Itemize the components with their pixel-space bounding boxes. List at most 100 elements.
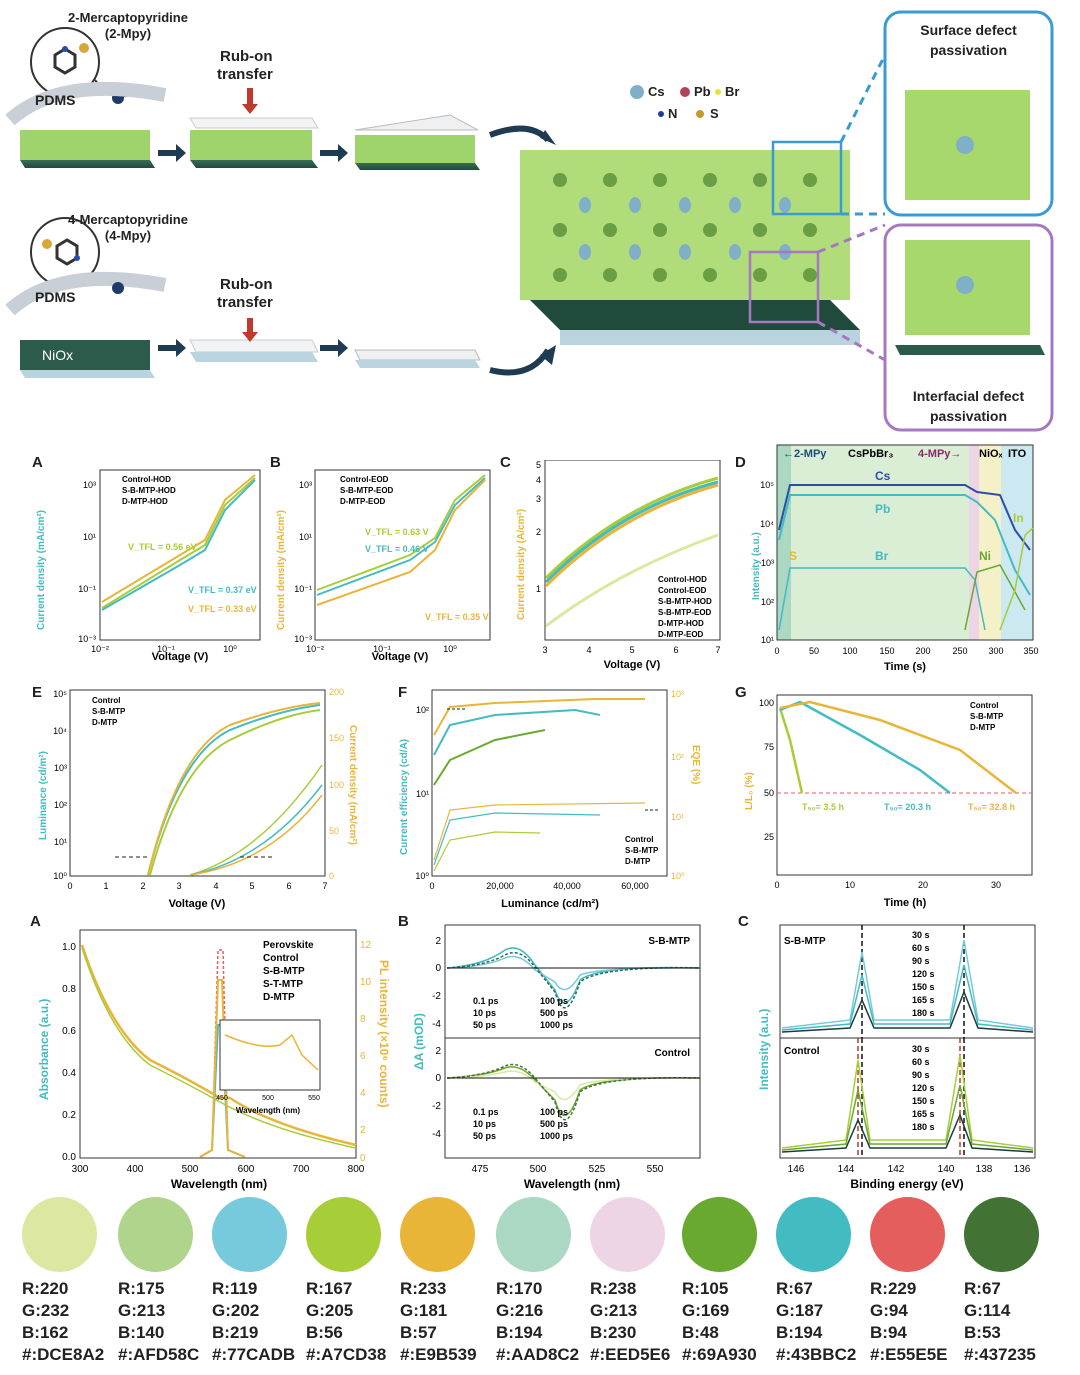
color-swatch: R:105 G:169 B:48 #:69A930 xyxy=(682,1197,777,1366)
c2-leg-top-6: 180 s xyxy=(912,1008,935,1018)
swatch-r: R:233 xyxy=(400,1279,447,1298)
swatch-g: G:187 xyxy=(776,1301,824,1320)
g1-xtick-1: 10 xyxy=(845,880,855,890)
a2-xtick-0: 300 xyxy=(72,1164,89,1175)
a2-y2tick-1: 10 xyxy=(360,977,372,988)
e1-xtick-2: 2 xyxy=(140,881,145,891)
pdms-label-1: PDMS xyxy=(35,92,76,108)
a2-y2tick-5: 2 xyxy=(360,1125,366,1136)
b2-leg-bot-0: 0.1 ps xyxy=(473,1107,499,1117)
legend-br: Br xyxy=(725,84,740,99)
a2-xtick-3: 600 xyxy=(238,1164,255,1175)
c2-leg-bot-1: 60 s xyxy=(912,1057,930,1067)
c1-legend-3: S-B-MTP-EOD xyxy=(658,608,712,617)
panel-letter-b2: B xyxy=(398,913,409,930)
b2-ylabel: ΔA (mOD) xyxy=(412,1013,426,1070)
d1-lbl-in: In xyxy=(1013,511,1024,525)
b1-legend-1: S-B-MTP-EOD xyxy=(340,486,394,495)
b2-top-title: S-B-MTP xyxy=(648,936,690,947)
swatch-hex: #:EED5E6 xyxy=(590,1345,671,1364)
b1-ytick-3: 10⁻³ xyxy=(294,634,312,644)
schematic-figure xyxy=(5,10,1054,432)
c2-leg-bot-0: 30 s xyxy=(912,1044,930,1054)
swatch-r: R:170 xyxy=(496,1279,543,1298)
swatch-b: B:230 xyxy=(590,1323,637,1342)
swatch-b: B:53 xyxy=(964,1323,1001,1342)
e1-ytick-4: 10¹ xyxy=(54,837,67,847)
g1-xlabel: Time (h) xyxy=(884,897,927,909)
g1-xtick-2: 20 xyxy=(918,880,928,890)
color-swatch: R:67 G:114 B:53 #:437235 xyxy=(964,1197,1059,1366)
panel-d1-chart: Time (s) Intensity (a.u.) ←2-MPy CsPbBr₃… xyxy=(751,444,1039,673)
c1-xtick-3: 6 xyxy=(673,645,678,655)
legend-n: N xyxy=(668,106,678,121)
surface-title-2: passivation xyxy=(929,42,1008,58)
panel-b1-chart: Voltage (V) Current density (mA/cm²) 10⁻… xyxy=(276,469,491,663)
e1-xtick-0: 0 xyxy=(67,881,72,891)
d1-ytick-3: 10² xyxy=(761,597,774,607)
perovskite-lattice xyxy=(520,150,850,300)
c1-legend-5: D-MTP-EOD xyxy=(658,630,704,639)
b1-xtick-0: 10⁻² xyxy=(306,644,324,654)
d1-xtick-7: 350 xyxy=(1023,646,1038,656)
e1-y2tick-4: 0 xyxy=(329,871,334,881)
b1-ann-2: V_TFL = 0.46 V xyxy=(365,544,429,554)
b2-ytick-3: -4 xyxy=(432,1019,441,1030)
g1-ytick-0: 100 xyxy=(759,698,774,708)
b2-leg-top-5: 1000 ps xyxy=(540,1020,573,1030)
g1-ylabel: L/L₀ (%) xyxy=(744,772,755,810)
panel-letter-b1: B xyxy=(270,454,281,471)
c1-xlabel: Voltage (V) xyxy=(604,659,661,671)
b2-leg-top-4: 500 ps xyxy=(540,1008,568,1018)
f1-legend-0: Control xyxy=(625,835,653,844)
d1-ytick-4: 10¹ xyxy=(761,635,774,645)
c2-leg-top-1: 60 s xyxy=(912,943,930,953)
c2-xtick-5: 136 xyxy=(1014,1164,1031,1175)
swatch-circle xyxy=(400,1197,475,1272)
g1-ytick-1: 75 xyxy=(764,742,774,752)
c1-legend-0: Control-HOD xyxy=(658,575,707,584)
panel-letter-c2: C xyxy=(738,913,749,930)
panel-letter-d1: D xyxy=(735,454,746,471)
swatch-g: G:202 xyxy=(212,1301,260,1320)
b2-bot-title: Control xyxy=(654,1048,690,1059)
a2-xtick-2: 500 xyxy=(182,1164,199,1175)
b1-xlabel: Voltage (V) xyxy=(372,651,429,663)
b2-ytick-1: 0 xyxy=(435,963,441,974)
c1-ylabel: Current density (A/cm²) xyxy=(516,509,527,620)
panel-b2-chart: Wavelength (nm) ΔA (mOD) S-B-MTP Control… xyxy=(412,924,701,1191)
a1-xtick-2: 10⁰ xyxy=(223,644,237,654)
b1-ann-1: V_TFL = 0.63 V xyxy=(365,527,429,537)
a2-y2tick-0: 12 xyxy=(360,940,372,951)
pdms-label-2: PDMS xyxy=(35,289,76,305)
d1-xtick-6: 300 xyxy=(988,646,1003,656)
g1-ytick-3: 25 xyxy=(764,832,774,842)
mol2-name: 4-Mercaptopyridine xyxy=(68,212,188,227)
f1-ytick-1: 10¹ xyxy=(416,789,429,799)
e1-xtick-3: 3 xyxy=(176,881,181,891)
swatch-g: G:213 xyxy=(118,1301,166,1320)
c1-ytick-3: 2 xyxy=(536,527,541,537)
d1-hdr-4: ITO xyxy=(1008,448,1027,460)
a1-ann-1: V_TFL = 0.56 eV xyxy=(128,542,197,552)
c2-top-title: S-B-MTP xyxy=(784,936,826,947)
a2-legend-1: Control xyxy=(263,953,299,964)
a1-legend-0: Control-HOD xyxy=(122,475,171,484)
b1-ylabel: Current density (mA/cm²) xyxy=(276,510,287,630)
swatch-r: R:238 xyxy=(590,1279,637,1298)
panel-letter-f1: F xyxy=(398,684,408,701)
swatch-g: G:94 xyxy=(870,1301,908,1320)
swatch-hex: #:437235 xyxy=(964,1345,1036,1364)
panel-letter-g1: G xyxy=(735,684,747,701)
d1-xtick-5: 250 xyxy=(952,646,967,656)
color-swatch: R:229 G:94 B:94 #:E55E5E xyxy=(870,1197,965,1366)
rub-on-label-1: Rub-on xyxy=(220,48,273,65)
c2-xlabel: Binding energy (eV) xyxy=(850,1177,963,1191)
c2-leg-top-4: 150 s xyxy=(912,982,935,992)
panel-c2-chart: Binding energy (eV) Intensity (a.u.) S-B… xyxy=(757,924,1036,1191)
c1-legend-4: D-MTP-HOD xyxy=(658,619,704,628)
swatch-g: G:114 xyxy=(964,1301,1011,1320)
e1-xtick-6: 6 xyxy=(286,881,291,891)
d1-lbl-cs: Cs xyxy=(875,469,891,483)
swatch-circle xyxy=(306,1197,381,1272)
